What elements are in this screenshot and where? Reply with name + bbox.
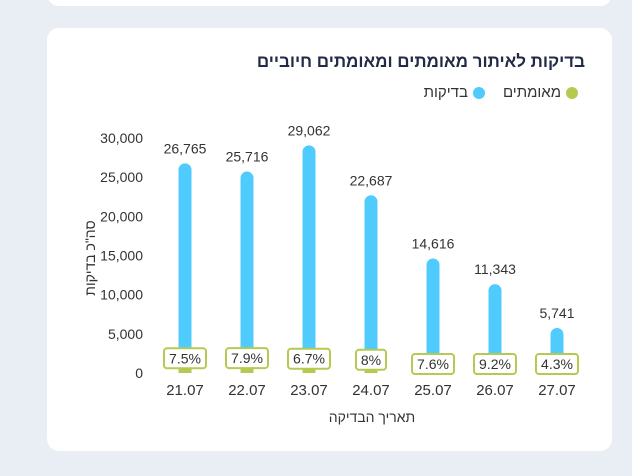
chart-card: בדיקות לאיתור מאומתים ומאומתים חיוביים ב… bbox=[47, 28, 612, 451]
percent-label-box bbox=[411, 353, 455, 375]
y-tick-label: 10,000 bbox=[100, 287, 143, 303]
tests-value-label: 5,741 bbox=[539, 305, 574, 321]
percent-label: 8% bbox=[361, 352, 381, 368]
chart-title: בדיקות לאיתור מאומתים ומאומתים חיוביים bbox=[256, 52, 585, 71]
x-tick-label: 27.07 bbox=[538, 382, 576, 399]
legend-item-tests[interactable]: בדיקות bbox=[424, 84, 485, 101]
tests-value-label: 29,062 bbox=[288, 122, 331, 138]
y-axis-title: סה"כ בדיקות bbox=[82, 220, 98, 295]
legend-item-confirmed[interactable]: מאומתים bbox=[503, 84, 578, 101]
tests-value-label: 22,687 bbox=[350, 172, 393, 188]
percent-label-box bbox=[473, 353, 517, 375]
percent-label-box bbox=[355, 348, 387, 371]
y-tick-label: 20,000 bbox=[100, 208, 143, 224]
percent-label: 7.6% bbox=[417, 356, 449, 372]
percent-label-box bbox=[287, 347, 331, 370]
x-tick-label: 23.07 bbox=[290, 382, 328, 399]
percent-label-box bbox=[163, 347, 207, 370]
tests-bar bbox=[240, 171, 254, 373]
tests-value-label: 26,765 bbox=[164, 140, 207, 156]
y-tick-label: 25,000 bbox=[100, 169, 143, 185]
tests-value-label: 11,343 bbox=[474, 261, 516, 277]
percent-label: 6.7% bbox=[293, 351, 325, 367]
percent-label: 7.5% bbox=[169, 350, 201, 366]
chart-legend: בדיקות מאומתים bbox=[424, 84, 578, 101]
y-tick-label: 15,000 bbox=[100, 248, 143, 264]
x-tick-label: 22.07 bbox=[228, 382, 266, 399]
tests-bar bbox=[364, 195, 378, 373]
percent-label: 7.9% bbox=[231, 350, 263, 366]
tests-value-label: 14,616 bbox=[412, 236, 455, 252]
x-axis-title: תאריך הבדיקה bbox=[329, 409, 415, 425]
tests-bar bbox=[488, 284, 502, 373]
legend-label-confirmed: מאומתים bbox=[502, 84, 561, 101]
percent-label-box bbox=[535, 353, 579, 375]
percent-label: 4.3% bbox=[541, 356, 573, 372]
y-tick-label: 30,000 bbox=[100, 130, 143, 146]
x-tick-label: 25.07 bbox=[414, 382, 452, 399]
legend-label-tests: בדיקות bbox=[423, 84, 468, 101]
x-tick-label: 24.07 bbox=[352, 382, 390, 399]
x-tick-label: 21.07 bbox=[166, 382, 204, 399]
tests-value-label: 25,716 bbox=[226, 149, 269, 165]
previous-card bbox=[47, 0, 612, 6]
tests-bar bbox=[178, 163, 192, 373]
percent-label: 9.2% bbox=[479, 356, 511, 372]
legend-dot-tests bbox=[472, 86, 485, 99]
legend-dot-confirmed bbox=[566, 86, 578, 99]
percent-label-box bbox=[225, 347, 269, 370]
tests-bar bbox=[426, 258, 440, 373]
x-tick-label: 26.07 bbox=[476, 382, 514, 399]
tests-bar bbox=[302, 145, 316, 373]
y-tick-label: 0 bbox=[135, 365, 143, 381]
y-tick-label: 5,000 bbox=[108, 326, 143, 342]
